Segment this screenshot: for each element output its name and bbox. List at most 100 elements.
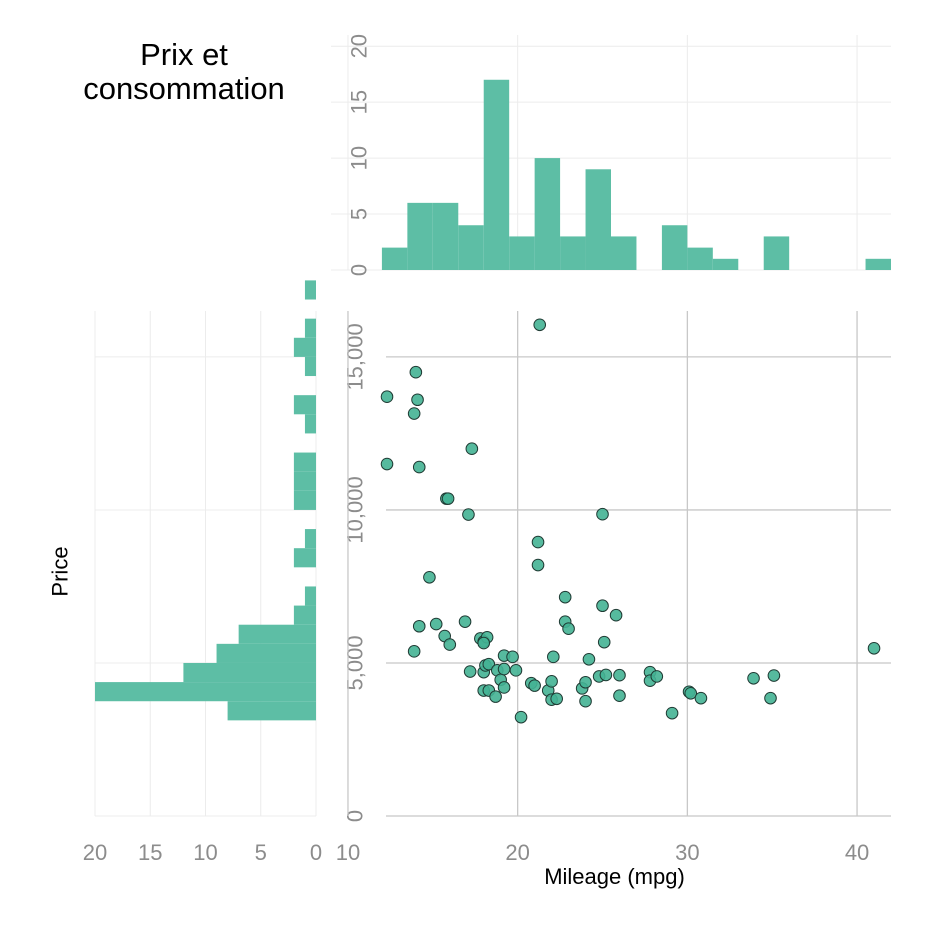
scatter-point: [613, 689, 626, 703]
scatter-point: [462, 508, 475, 521]
left-hist-bar: [293, 471, 316, 491]
top-hist-bar: [381, 247, 408, 270]
left-hist-bar: [293, 548, 316, 568]
scatter-point: [650, 670, 664, 683]
top-hist-bar: [534, 158, 561, 270]
left-hist-bar: [304, 356, 316, 377]
top-hist-bar: [509, 236, 535, 270]
scatter-point: [380, 390, 394, 403]
left-hist-bar: [304, 414, 316, 434]
top-hist-bar: [687, 247, 713, 270]
scatter-point: [477, 636, 491, 650]
scatter-point: [533, 318, 547, 332]
scatter-point: [407, 407, 421, 420]
top-hist-bar: [763, 236, 790, 270]
scatter-point: [463, 665, 477, 678]
scatter-point: [497, 681, 511, 694]
left-hist-bar: [304, 586, 316, 606]
scatter-point: [482, 657, 496, 671]
scatter-point: [579, 675, 592, 689]
scatter-point: [531, 535, 545, 549]
scatter-point: [465, 442, 479, 456]
scatter-point: [767, 669, 781, 682]
x-axis-label: Mileage (mpg): [544, 864, 685, 889]
left-hist-bar: [304, 318, 316, 338]
scatter-point: [562, 622, 575, 635]
left-hist-xtick-label: 0: [310, 840, 322, 865]
scatter-point: [489, 690, 502, 703]
scatter-point: [509, 664, 523, 677]
top-hist-bar: [865, 258, 891, 270]
scatter-point: [596, 507, 609, 521]
top-hist-ytick-label: 0: [347, 264, 372, 276]
top-hist-bar: [585, 169, 611, 270]
top-hist-ytick-label: 15: [347, 90, 372, 114]
scatter-point: [514, 710, 528, 724]
scatter-point: [867, 641, 881, 655]
top-hist-ytick-label: 5: [347, 208, 372, 220]
scatter-point: [582, 652, 596, 666]
scatter-point: [579, 694, 592, 708]
scatter-point: [528, 679, 541, 692]
scatter-point: [429, 617, 443, 631]
scatter-point: [412, 460, 426, 474]
left-hist-xtick-label: 5: [255, 840, 267, 865]
scatter-point: [506, 650, 519, 664]
scatter-point: [423, 570, 436, 584]
scatter-point: [597, 635, 611, 649]
left-hist-xtick-label: 20: [83, 840, 107, 865]
left-hist-bar: [293, 490, 316, 510]
left-hist-bar: [183, 662, 316, 683]
scatter-point: [747, 671, 760, 685]
scatter-point: [458, 615, 472, 628]
left-hist-xtick-label: 10: [193, 840, 217, 865]
scatter-point: [407, 645, 421, 658]
top-hist-bar: [712, 258, 739, 270]
scatter-point: [550, 692, 563, 706]
scatter-point: [441, 492, 455, 505]
left-hist-bar: [227, 701, 316, 721]
scatter-point: [545, 675, 558, 688]
scatter-point: [665, 706, 679, 720]
scatter-xtick-label: 10: [336, 840, 360, 865]
left-hist-bar: [293, 452, 316, 472]
scatter-point: [409, 365, 423, 379]
scatter-point: [684, 686, 698, 700]
left-hist-bar: [293, 395, 316, 415]
left-hist-bar: [95, 682, 316, 702]
left-hist-bar: [238, 624, 316, 644]
scatter-point: [764, 691, 777, 705]
scatter-point: [411, 393, 424, 407]
scatter-point: [609, 608, 623, 622]
scatter-ytick-label: 10,000: [343, 476, 368, 543]
scatter-point: [380, 457, 394, 471]
left-hist-bar: [293, 605, 316, 625]
left-hist-bar: [304, 529, 316, 549]
scatter-point: [443, 638, 457, 651]
scatter-point: [412, 619, 426, 633]
scatter-xtick-label: 30: [675, 840, 699, 865]
scatter-xtick-label: 40: [845, 840, 869, 865]
left-hist-bar: [216, 643, 316, 663]
top-hist-bar: [432, 202, 459, 270]
scatter-point: [613, 668, 626, 682]
scatter-point: [694, 691, 708, 705]
left-hist-bar: [293, 337, 316, 357]
top-hist-bar: [560, 236, 586, 270]
scatter-ytick-label: 5,000: [343, 635, 368, 690]
top-hist-bar: [611, 236, 637, 270]
scatter-point: [599, 668, 613, 682]
chart-title: Prix et consommation: [83, 37, 285, 106]
scatter-ytick-label: 15,000: [343, 323, 368, 390]
top-hist-ytick-label: 20: [347, 34, 372, 58]
scatter-xtick-label: 20: [505, 840, 529, 865]
scatter-point: [497, 662, 511, 676]
top-hist-bar: [407, 202, 433, 270]
left-hist-xtick-label: 15: [138, 840, 162, 865]
left-hist-bar: [304, 280, 316, 300]
scatter-point: [596, 599, 609, 613]
scatter-point: [531, 558, 545, 572]
top-hist-bar: [483, 79, 510, 270]
